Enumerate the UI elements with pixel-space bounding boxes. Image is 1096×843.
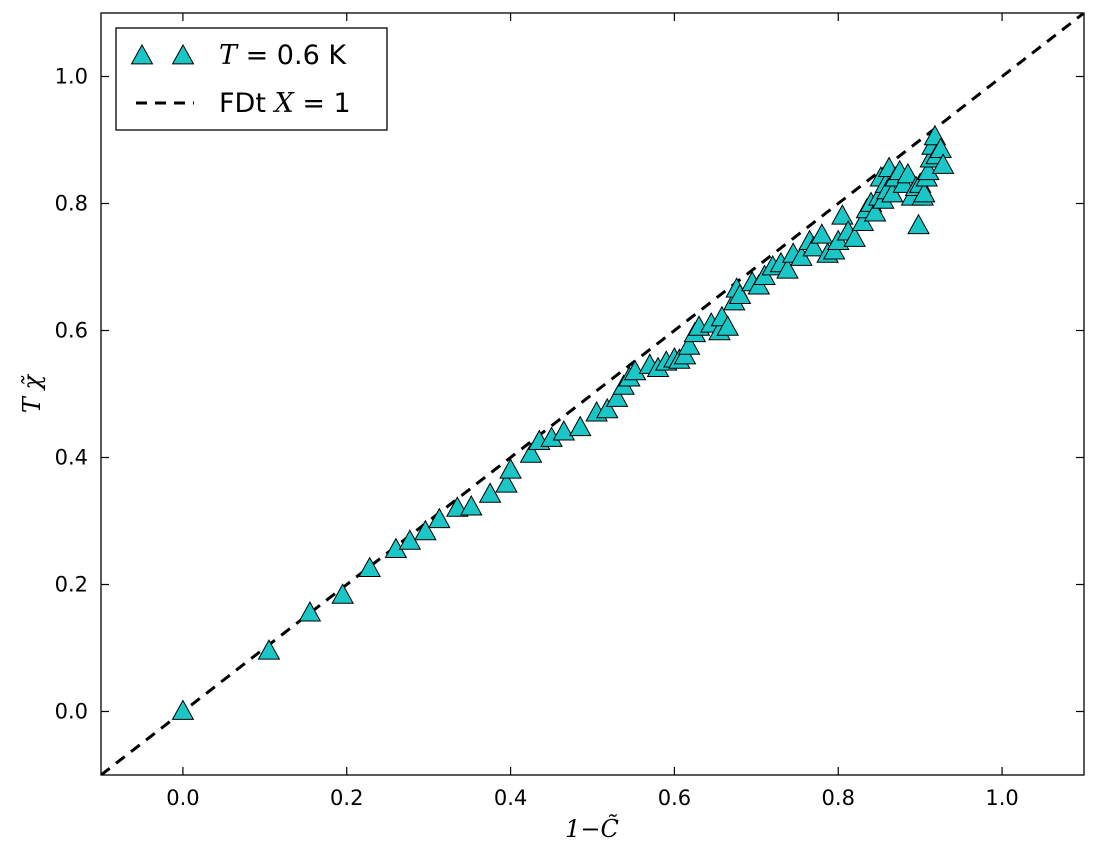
- data-point: [499, 458, 522, 479]
- data-point: [414, 519, 437, 541]
- data-point: [863, 200, 887, 222]
- data-point: [257, 639, 281, 660]
- data-point: [495, 472, 518, 493]
- data-point: [831, 204, 854, 225]
- data-point: [428, 507, 451, 529]
- legend-label-line: FDt X = 1: [219, 88, 351, 119]
- data-point: [917, 159, 940, 181]
- y-tick-label: 0.2: [55, 573, 88, 597]
- legend-scatter-rest: = 0.6 K: [237, 40, 347, 71]
- x-tick-label: 0.0: [166, 786, 199, 810]
- data-point: [519, 442, 543, 463]
- data-point: [716, 315, 739, 336]
- fdt-reference-line: [101, 13, 1084, 775]
- data-point: [623, 359, 647, 381]
- x-tick-label: 0.6: [658, 786, 691, 810]
- x-tick-label: 0.4: [494, 786, 527, 810]
- data-point: [912, 181, 936, 203]
- data-point: [595, 397, 619, 419]
- data-point: [459, 494, 483, 516]
- y-tick-label: 0.0: [55, 700, 88, 724]
- legend-line-var: X: [273, 88, 296, 119]
- y-axis-label: T χ̃: [18, 373, 46, 413]
- data-point: [931, 153, 955, 174]
- data-point: [568, 415, 592, 437]
- y-tick-label: 0.8: [55, 192, 88, 216]
- data-point: [728, 283, 752, 304]
- data-point: [907, 213, 930, 235]
- legend-box: [115, 27, 388, 131]
- y-tick-label: 0.4: [55, 446, 88, 470]
- data-point: [802, 235, 825, 257]
- legend: T = 0.6 K FDt X = 1: [115, 27, 388, 131]
- data-point: [171, 699, 195, 720]
- data-point: [298, 601, 322, 622]
- y-tick-label: 0.6: [55, 319, 88, 343]
- x-tick-label: 1.0: [985, 786, 1018, 810]
- legend-line-name: FDt: [219, 88, 275, 119]
- data-point: [677, 334, 701, 355]
- legend-label-scatter: T = 0.6 K: [219, 40, 347, 71]
- data-point: [843, 226, 866, 247]
- legend-scatter-markers: [130, 43, 195, 65]
- data-point: [331, 583, 354, 604]
- data-point: [478, 482, 502, 503]
- plot-frame: [100, 12, 1085, 776]
- data-point: [929, 137, 952, 158]
- x-axis-label: 1−C̃: [565, 815, 619, 843]
- x-tick-label: 0.2: [330, 786, 363, 810]
- legend-scatter-marker: [130, 43, 154, 65]
- data-point: [776, 258, 799, 279]
- legend-line-rest: = 1: [294, 88, 351, 119]
- data-point: [358, 556, 381, 578]
- legend-scatter-marker: [171, 43, 195, 65]
- plot-area: [101, 13, 1084, 775]
- data-point: [896, 162, 920, 184]
- data-point: [605, 386, 629, 407]
- x-tick-label: 0.8: [822, 786, 855, 810]
- data-point: [810, 223, 834, 244]
- axis-ticks: 0.0 0.2 0.4 0.6 0.8 1.0 0.0 0.2 0.4 0.6 0.8 1.0: [55, 13, 1084, 810]
- data-point: [552, 420, 576, 441]
- legend-scatter-var: T: [219, 40, 239, 71]
- y-tick-label: 1.0: [55, 65, 88, 89]
